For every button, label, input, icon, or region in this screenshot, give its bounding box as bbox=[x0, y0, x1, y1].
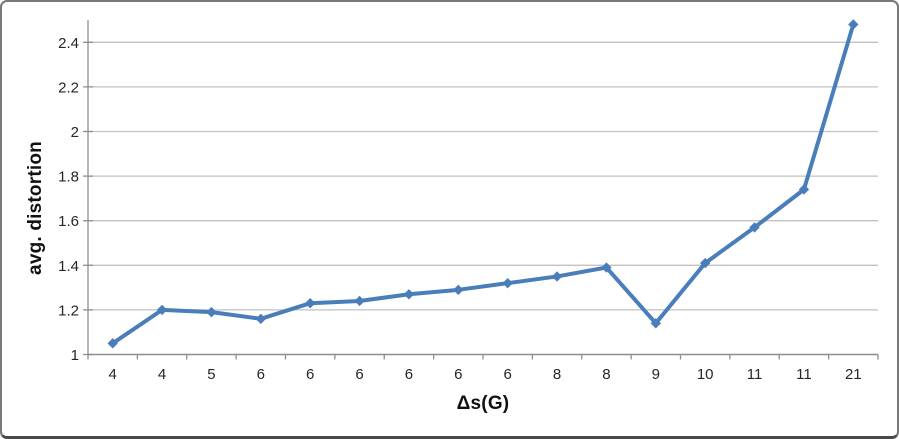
x-tick-label: 9 bbox=[652, 366, 660, 383]
x-tick-label: 8 bbox=[602, 366, 610, 383]
data-point-marker bbox=[156, 304, 168, 316]
y-tick-label: 1 bbox=[71, 347, 79, 364]
data-point-marker bbox=[551, 271, 563, 282]
data-point-marker bbox=[206, 306, 217, 318]
x-tick-label: 8 bbox=[553, 366, 561, 383]
series-line bbox=[110, 22, 856, 346]
data-point-marker bbox=[304, 298, 316, 309]
x-tick-label: 6 bbox=[405, 366, 413, 383]
x-axis-title: Δs(G) bbox=[456, 393, 510, 414]
x-tick-label: 11 bbox=[747, 366, 763, 383]
data-point-marker bbox=[255, 313, 267, 325]
data-point-marker bbox=[502, 277, 513, 289]
data-point-marker bbox=[848, 19, 859, 30]
x-tick-label: 4 bbox=[109, 366, 117, 383]
x-tick-label: 6 bbox=[257, 366, 265, 383]
x-tick-label: 21 bbox=[845, 366, 862, 383]
y-tick-label: 2.2 bbox=[58, 79, 79, 96]
y-tick-label: 1.2 bbox=[58, 302, 79, 319]
x-tick-label: 5 bbox=[207, 366, 215, 383]
x-tick-label: 6 bbox=[355, 366, 363, 383]
x-tick-label: 6 bbox=[306, 366, 314, 383]
data-point-marker bbox=[354, 295, 365, 307]
x-tick-label: 4 bbox=[158, 366, 166, 383]
y-tick-label: 2.4 bbox=[58, 35, 79, 52]
y-tick-label: 1.4 bbox=[58, 258, 79, 275]
x-tick-label: 11 bbox=[796, 366, 812, 383]
data-point-marker bbox=[453, 284, 464, 296]
x-tick-label: 6 bbox=[504, 366, 512, 383]
y-axis-title: avg. distortion bbox=[25, 141, 46, 275]
x-tick-label: 6 bbox=[454, 366, 462, 383]
data-point-marker bbox=[601, 262, 612, 273]
data-point-marker bbox=[107, 338, 118, 349]
data-point-marker bbox=[403, 289, 415, 300]
y-tick-label: 2 bbox=[71, 124, 79, 141]
y-tick-label: 1.6 bbox=[58, 213, 79, 230]
y-tick-label: 1.8 bbox=[58, 169, 79, 186]
data-point-marker bbox=[650, 318, 662, 329]
data-point-marker bbox=[798, 184, 810, 195]
data-point-marker bbox=[749, 222, 760, 233]
x-tick-label: 10 bbox=[697, 366, 714, 383]
data-point-marker bbox=[699, 257, 711, 269]
